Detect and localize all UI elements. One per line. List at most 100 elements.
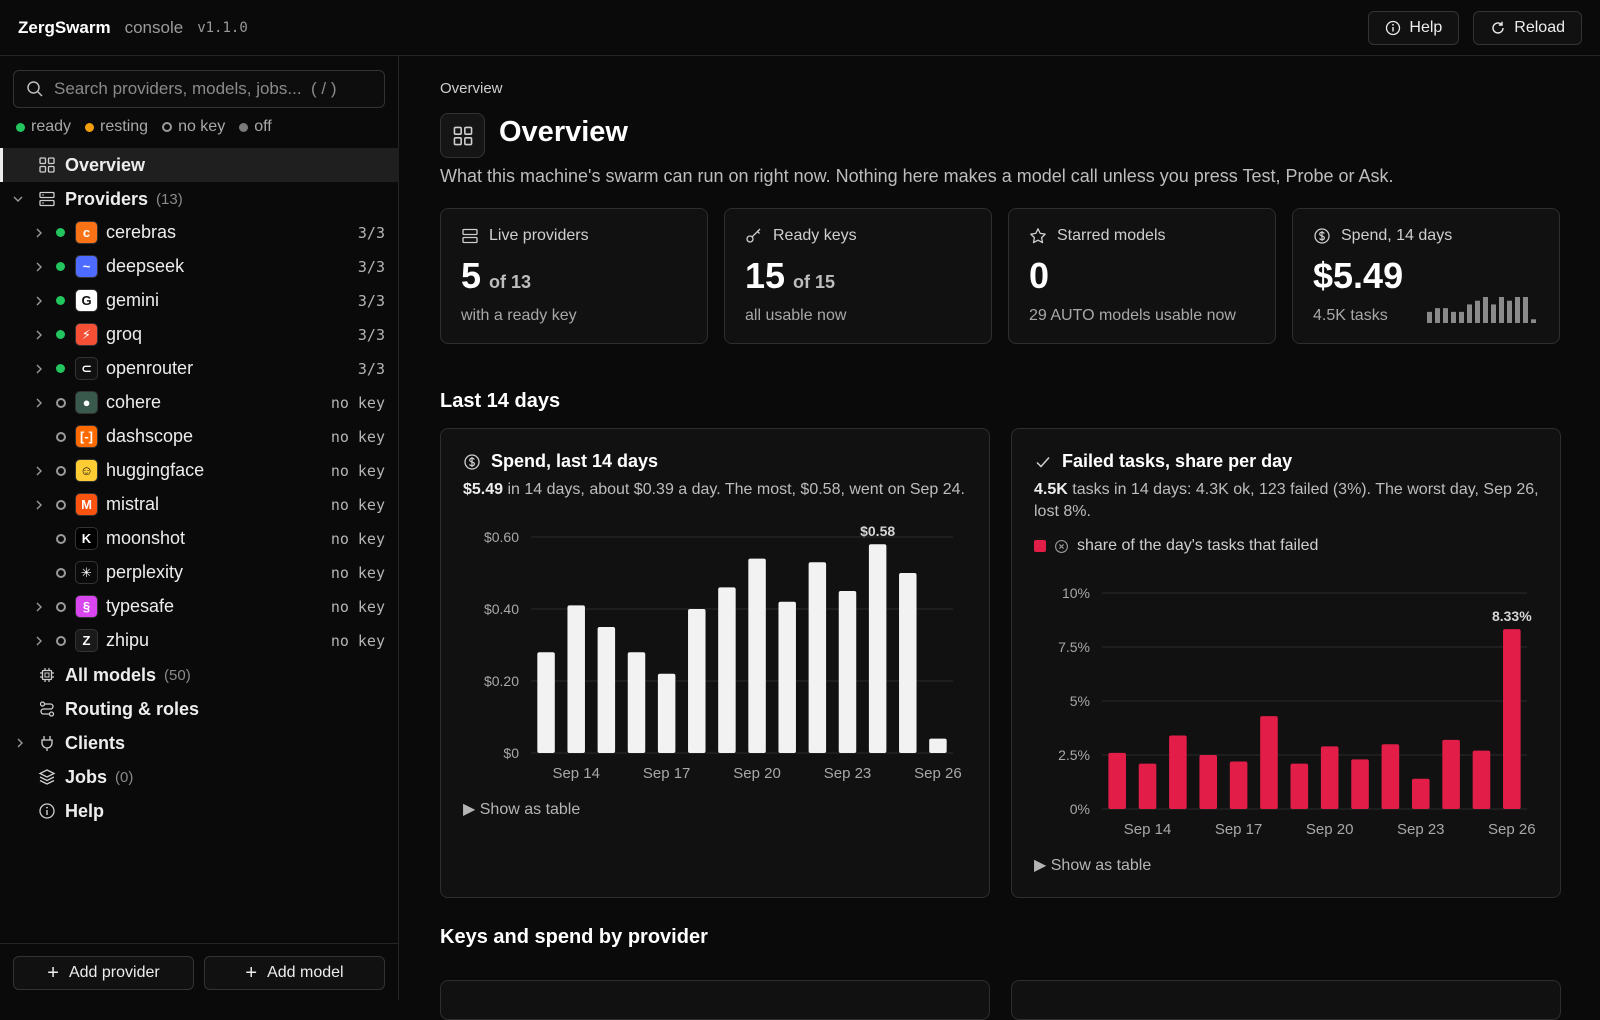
sidebar-item-label: Routing & roles bbox=[65, 698, 199, 719]
perplexity-logo-icon: ✳ bbox=[75, 561, 98, 584]
sidebar-item-providers[interactable]: Providers (13) bbox=[0, 182, 399, 216]
chevron-right-icon[interactable] bbox=[32, 600, 46, 614]
spark-bar bbox=[1491, 304, 1496, 323]
info-icon bbox=[1386, 20, 1401, 35]
bar-sep-26[interactable] bbox=[1503, 629, 1521, 809]
status-dot-icon bbox=[56, 262, 65, 271]
bar-sep-16[interactable] bbox=[1199, 755, 1218, 809]
sidebar-item-provider-huggingface[interactable]: ☺ huggingface no key bbox=[0, 454, 399, 488]
sidebar-item-routing[interactable]: Routing & roles bbox=[0, 692, 399, 726]
bar-sep-18[interactable] bbox=[688, 609, 706, 753]
spark-bar bbox=[1531, 319, 1536, 323]
chevron-right-icon[interactable] bbox=[32, 634, 46, 648]
bar-sep-25[interactable] bbox=[1472, 750, 1491, 809]
add-provider-label: Add provider bbox=[68, 964, 160, 981]
bar-sep-23[interactable] bbox=[1411, 778, 1430, 809]
bar-sep-23[interactable] bbox=[838, 591, 857, 753]
chevron-down-icon[interactable] bbox=[11, 192, 25, 206]
chevron-right-icon[interactable] bbox=[32, 464, 46, 478]
sidebar-item-provider-dashscope[interactable]: [-] dashscope no key bbox=[0, 420, 399, 454]
chevron-right-icon[interactable] bbox=[32, 396, 46, 410]
sidebar-item-all-models[interactable]: All models (50) bbox=[0, 658, 399, 692]
bar-sep-24[interactable] bbox=[1442, 739, 1460, 809]
provider-key-status: 3/3 bbox=[357, 326, 385, 344]
show-as-table-toggle[interactable]: ▶ Show as table bbox=[463, 801, 581, 818]
chevron-right-icon[interactable] bbox=[32, 498, 46, 512]
bar-sep-21[interactable] bbox=[778, 601, 796, 753]
sidebar-item-help[interactable]: Help bbox=[0, 794, 399, 828]
stat-card-starred-models: Starred models 0 29 AUTO models usable n… bbox=[1008, 208, 1276, 344]
bar-sep-16[interactable] bbox=[627, 652, 646, 753]
sidebar-item-provider-groq[interactable]: ⚡ groq 3/3 bbox=[0, 318, 399, 352]
sidebar-item-provider-openrouter[interactable]: ⊂ openrouter 3/3 bbox=[0, 352, 399, 386]
bar-sep-19[interactable] bbox=[1290, 763, 1309, 809]
spark-bar bbox=[1451, 311, 1456, 323]
sidebar-item-overview[interactable]: Overview bbox=[0, 148, 399, 182]
sidebar-item-provider-perplexity[interactable]: ✳ perplexity no key bbox=[0, 556, 399, 590]
chevron-right-icon[interactable] bbox=[32, 362, 46, 376]
brand-name: ZergSwarm bbox=[18, 17, 111, 37]
bar-sep-21[interactable] bbox=[1351, 759, 1369, 809]
sidebar-item-label: All models bbox=[65, 664, 157, 685]
bar-sep-20[interactable] bbox=[1320, 746, 1339, 809]
add-model-button[interactable]: + Add model bbox=[204, 956, 385, 990]
summary-text: in 14 days, about $0.39 a day. The most,… bbox=[503, 481, 965, 498]
section-heading-last14: Last 14 days bbox=[440, 390, 561, 412]
zhipu-logo-icon: Z bbox=[75, 629, 98, 652]
bar-sep-17[interactable] bbox=[1229, 761, 1248, 809]
chevron-right-icon[interactable] bbox=[13, 736, 27, 750]
check-icon bbox=[1036, 456, 1050, 468]
sidebar-item-label: Clients bbox=[65, 732, 126, 753]
bar-sep-25[interactable] bbox=[899, 573, 917, 753]
sidebar-item-provider-deepseek[interactable]: ~ deepseek 3/3 bbox=[0, 250, 399, 284]
sidebar-item-provider-typesafe[interactable]: § typesafe no key bbox=[0, 590, 399, 624]
show-as-table-toggle[interactable]: ▶ Show as table bbox=[1034, 857, 1152, 874]
provider-key-status: 3/3 bbox=[357, 258, 385, 276]
breadcrumb[interactable]: Overview bbox=[440, 80, 503, 97]
bar-sep-14[interactable] bbox=[567, 605, 585, 753]
bar-sep-26[interactable] bbox=[929, 738, 947, 753]
provider-key-status: 3/3 bbox=[357, 360, 385, 378]
add-provider-button[interactable]: + Add provider bbox=[13, 956, 194, 990]
grid-icon bbox=[39, 157, 55, 173]
legend-nokey: no key bbox=[162, 118, 225, 136]
chevron-right-icon[interactable] bbox=[32, 328, 46, 342]
bar-sep-17[interactable] bbox=[657, 673, 676, 753]
help-button[interactable]: Help bbox=[1368, 10, 1460, 45]
bar-sep-15[interactable] bbox=[1169, 735, 1187, 809]
bar-sep-22[interactable] bbox=[1381, 744, 1400, 809]
sidebar-item-jobs[interactable]: Jobs (0) bbox=[0, 760, 399, 794]
openrouter-logo-icon: ⊂ bbox=[75, 357, 98, 380]
bar-sep-13[interactable] bbox=[1108, 752, 1126, 809]
sidebar-item-clients[interactable]: Clients bbox=[0, 726, 399, 760]
status-dot-icon bbox=[56, 330, 65, 339]
provider-card bbox=[440, 980, 990, 1020]
chevron-right-icon[interactable] bbox=[32, 294, 46, 308]
sidebar-item-provider-cerebras[interactable]: c cerebras 3/3 bbox=[0, 216, 399, 250]
chevron-right-icon[interactable] bbox=[32, 260, 46, 274]
search-input[interactable] bbox=[54, 79, 374, 99]
summary-bold: 4.5K bbox=[1034, 481, 1068, 498]
search-box[interactable] bbox=[13, 70, 385, 108]
legend-nokey-label: no key bbox=[178, 118, 226, 135]
brand-subtitle: console bbox=[124, 17, 184, 37]
bar-sep-19[interactable] bbox=[718, 587, 736, 753]
bar-sep-22[interactable] bbox=[808, 562, 827, 753]
chevron-right-icon[interactable] bbox=[32, 226, 46, 240]
bar-sep-14[interactable] bbox=[1138, 763, 1157, 809]
star-icon bbox=[1030, 228, 1046, 244]
bar-sep-13[interactable] bbox=[537, 652, 555, 753]
reload-button[interactable]: Reload bbox=[1473, 10, 1582, 45]
bar-sep-18[interactable] bbox=[1260, 716, 1278, 809]
summary-bold: $5.49 bbox=[463, 481, 504, 498]
sidebar-item-provider-cohere[interactable]: ● cohere no key bbox=[0, 386, 399, 420]
bar-sep-20[interactable] bbox=[748, 558, 766, 753]
legend-label: share of the day's tasks that failed bbox=[1077, 537, 1319, 554]
bar-sep-24[interactable] bbox=[868, 544, 887, 753]
bar-sep-15[interactable] bbox=[597, 627, 616, 753]
status-dot-icon bbox=[56, 364, 65, 373]
